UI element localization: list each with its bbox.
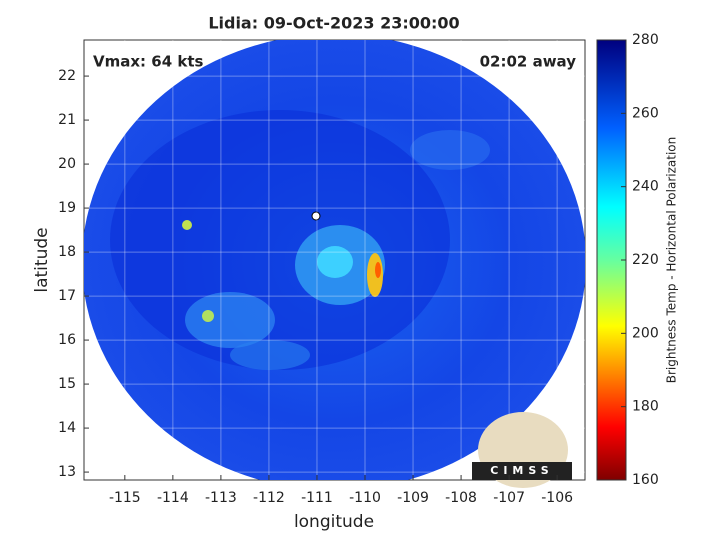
y-tick-label: 14 (58, 420, 76, 436)
colorbar-tick-label: 160 (632, 472, 659, 488)
colorbar-tick-label: 240 (632, 179, 659, 195)
colorbar-tick-label: 260 (632, 105, 659, 121)
satellite-image (84, 40, 585, 480)
colorbar-tick-label: 200 (632, 325, 659, 341)
y-tick-label: 21 (58, 112, 76, 128)
y-tick-label: 20 (58, 156, 76, 172)
colorbar-label: Brightness Temp - Horizontal Polarizatio… (665, 137, 679, 384)
x-tick-label: -113 (205, 490, 237, 506)
colorbar-tick-label: 180 (632, 399, 659, 415)
chart-title: Lidia: 09-Oct-2023 23:00:00 (208, 14, 459, 33)
y-tick-label: 22 (58, 68, 76, 84)
x-tick-label: -115 (109, 490, 141, 506)
y-axis-label: latitude (32, 227, 52, 292)
y-tick-label: 19 (58, 200, 76, 216)
colorbar-tick-label: 280 (632, 32, 659, 48)
x-tick-label: -111 (301, 490, 333, 506)
logo-text: CIMSS (490, 464, 553, 477)
x-tick-label: -108 (445, 490, 477, 506)
y-tick-label: 15 (58, 376, 76, 392)
cimss-logo: CIMSS (472, 412, 572, 488)
y-tick-label: 17 (58, 288, 76, 304)
x-tick-label: -114 (157, 490, 189, 506)
colorbar-tick-label: 220 (632, 252, 659, 268)
time-label: 02:02 away (480, 53, 577, 71)
y-tick-label: 16 (58, 332, 76, 348)
x-tick-label: -106 (541, 490, 573, 506)
x-tick-label: -110 (349, 490, 381, 506)
y-tick-label: 18 (58, 244, 76, 260)
x-tick-label: -109 (397, 490, 429, 506)
x-tick-label: -112 (253, 490, 285, 506)
vmax-label: Vmax: 64 kts (93, 53, 203, 71)
x-tick-label: -107 (493, 490, 525, 506)
x-axis-label: longitude (294, 512, 374, 532)
y-tick-label: 13 (58, 464, 76, 480)
